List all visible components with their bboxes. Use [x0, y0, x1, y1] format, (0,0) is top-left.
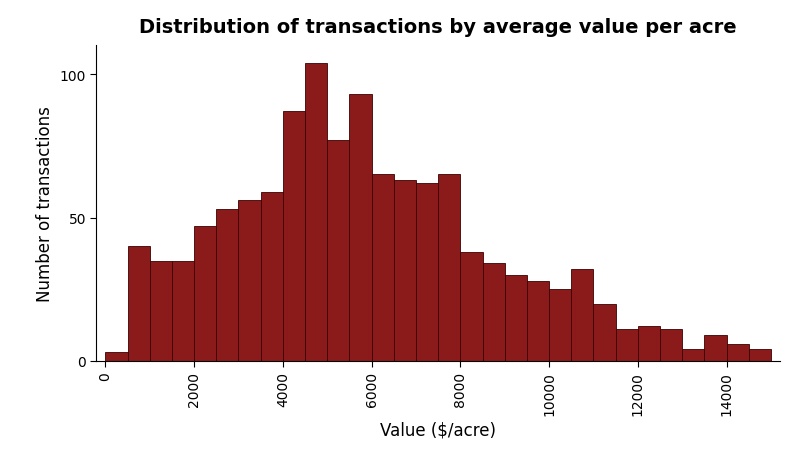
Y-axis label: Number of transactions: Number of transactions [36, 106, 54, 301]
Bar [105, 352, 128, 361]
Bar [548, 289, 571, 361]
Bar [216, 209, 238, 361]
Bar [726, 344, 748, 361]
Bar [283, 112, 304, 361]
Bar [304, 63, 327, 361]
Title: Distribution of transactions by average value per acre: Distribution of transactions by average … [139, 18, 736, 37]
Bar [327, 141, 349, 361]
Bar [659, 330, 682, 361]
Bar [128, 247, 149, 361]
Bar [703, 335, 726, 361]
Bar [172, 261, 194, 361]
Bar [238, 201, 260, 361]
Bar [593, 304, 615, 361]
Bar [504, 275, 526, 361]
Bar [393, 181, 415, 361]
Bar [371, 175, 393, 361]
Bar [415, 184, 438, 361]
Bar [615, 330, 637, 361]
Bar [260, 192, 283, 361]
Bar [748, 350, 770, 361]
Bar [349, 95, 371, 361]
Bar [571, 269, 593, 361]
Bar [149, 261, 172, 361]
Bar [637, 327, 659, 361]
Bar [682, 350, 703, 361]
Bar [438, 175, 460, 361]
Bar [526, 281, 548, 361]
Bar [482, 264, 504, 361]
Bar [460, 252, 482, 361]
Bar [194, 226, 216, 361]
X-axis label: Value ($/acre): Value ($/acre) [380, 421, 495, 439]
